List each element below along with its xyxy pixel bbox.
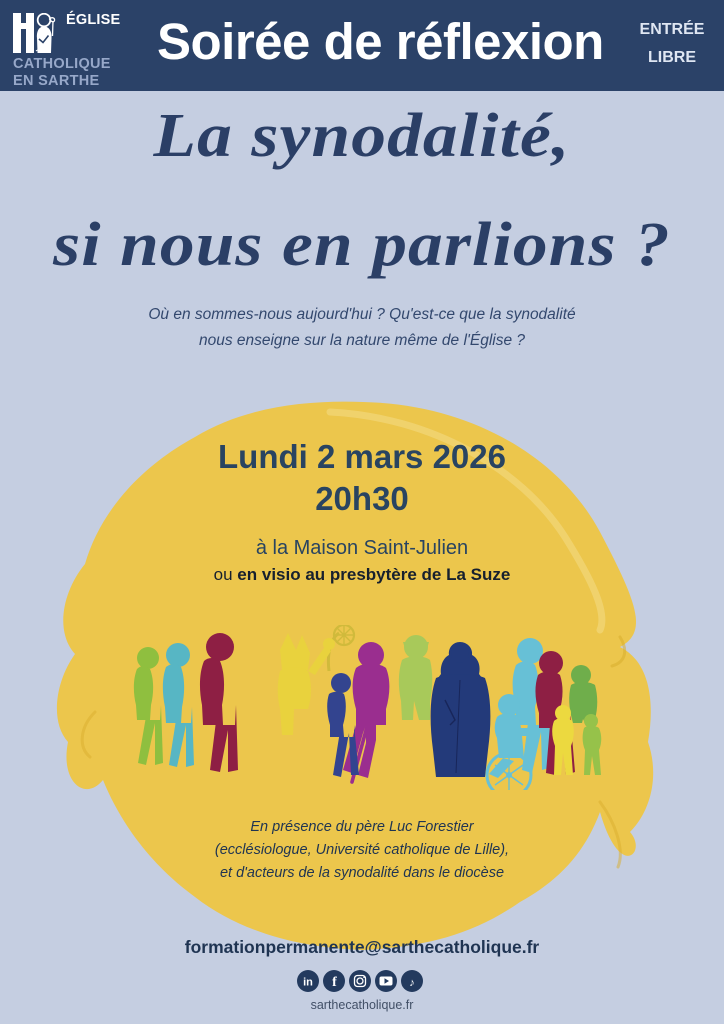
svg-text:♪: ♪ <box>409 977 415 989</box>
svg-text:f: f <box>332 975 337 990</box>
svg-text:in: in <box>303 977 313 989</box>
